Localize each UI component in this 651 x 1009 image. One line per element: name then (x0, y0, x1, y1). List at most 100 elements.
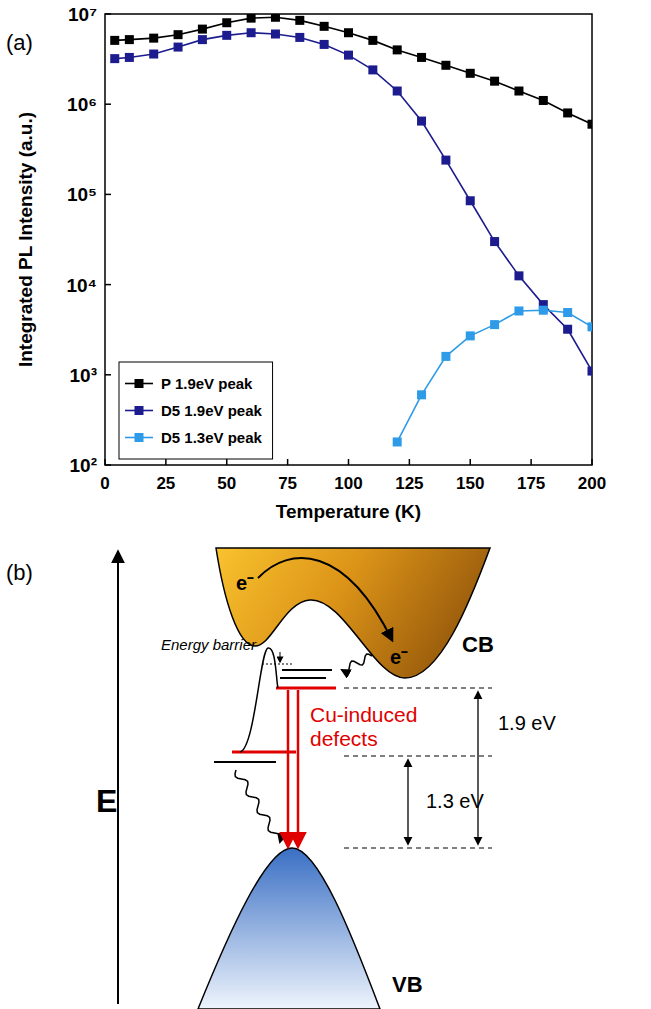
marker (174, 43, 183, 52)
marker (125, 35, 134, 44)
marker (490, 77, 499, 86)
marker (563, 108, 572, 117)
y-tick (105, 374, 111, 376)
marker (344, 51, 353, 60)
marker (588, 322, 593, 331)
energy-arrow (407, 760, 408, 844)
x-tick (470, 459, 472, 465)
marker (539, 306, 548, 315)
marker (539, 96, 548, 105)
transition-label: 1.9 eV (498, 712, 556, 734)
electron: e⁻ (236, 572, 254, 594)
marker (174, 30, 183, 39)
marker (466, 69, 475, 78)
marker (344, 28, 353, 37)
marker (222, 31, 231, 40)
marker (320, 40, 329, 49)
marker (247, 14, 256, 23)
marker (417, 117, 426, 126)
barrier-label: Energy barrier (161, 636, 257, 653)
marker (514, 271, 523, 280)
y-tick-label: 10⁵ (67, 184, 97, 205)
marker (466, 331, 475, 340)
marker (110, 54, 119, 63)
marker (271, 14, 280, 22)
x-tick-label: 0 (100, 474, 109, 493)
marker (514, 87, 523, 96)
x-tick-label: 25 (156, 474, 175, 493)
y-tick (105, 284, 111, 286)
marker (417, 53, 426, 62)
energy-axis (117, 552, 119, 1004)
x-tick-label: 75 (278, 474, 297, 493)
marker (149, 34, 158, 43)
x-tick (348, 459, 350, 465)
energy-barrier (240, 648, 278, 752)
marker (588, 367, 593, 376)
legend-label: D5 1.9eV peak (161, 402, 263, 419)
panel-label: (b) (6, 560, 33, 585)
marker (149, 50, 158, 59)
axis-label: E (96, 783, 117, 819)
marker (441, 352, 450, 361)
x-tick-label: 150 (456, 474, 484, 493)
x-tick (530, 459, 532, 465)
reference-line (344, 848, 492, 849)
marker (295, 33, 304, 42)
marker (198, 25, 207, 34)
legend-label: P 1.9eV peak (161, 375, 253, 392)
y-tick-label: 10³ (70, 365, 97, 386)
marker (588, 120, 593, 129)
defects-label-line: defects (310, 727, 378, 750)
legend-label: D5 1.3eV peak (161, 429, 263, 446)
marker (441, 156, 450, 165)
x-tick (287, 459, 289, 465)
figure: (a)025507510012515017520010²10³10⁴10⁵10⁶… (0, 0, 651, 1009)
emission-arrow (297, 690, 300, 846)
x-tick-label: 125 (395, 474, 423, 493)
marker (393, 87, 402, 96)
x-tick-label: 100 (334, 474, 362, 493)
y-axis-title: Integrated PL Intensity (a.u.) (15, 112, 36, 367)
series-line (115, 17, 592, 124)
marker (490, 320, 499, 329)
relaxation-arrow (342, 654, 372, 672)
marker (490, 237, 499, 246)
marker (393, 45, 402, 54)
marker (222, 18, 231, 27)
transfer-arrow (258, 558, 392, 640)
marker (563, 325, 572, 334)
marker (247, 28, 256, 37)
defects-label-line: Cu-induced (310, 703, 417, 726)
marker (368, 36, 377, 45)
band-label: CB (462, 632, 494, 657)
y-tick-label: 10² (70, 455, 97, 476)
marker (563, 308, 572, 317)
transition-label: 1.3 eV (426, 790, 484, 812)
relaxation-arrow (235, 770, 281, 842)
conduction-band (216, 548, 490, 678)
defect-level (282, 669, 332, 671)
x-tick (409, 459, 411, 465)
marker (393, 437, 402, 446)
x-tick (165, 459, 167, 465)
series-line (115, 33, 592, 371)
diagram: (b) E CB e⁻ e⁻ VB Energy barrier Cu-induceddefe… (6, 548, 556, 1009)
energy-arrow (477, 692, 478, 844)
y-tick-label: 10⁴ (66, 275, 97, 296)
axes: 025507510012515017520010²10³10⁴10⁵10⁶10⁷… (15, 4, 606, 522)
legend-marker (135, 406, 144, 415)
band-label: VB (392, 972, 423, 997)
defect-level (280, 677, 326, 679)
plot-frame (105, 14, 592, 465)
valence-band (198, 848, 380, 1009)
y-tick-label: 10⁷ (68, 4, 97, 25)
marker (441, 61, 450, 70)
legend-box (119, 362, 273, 459)
defects-label: Cu-induceddefects (310, 703, 417, 750)
marker (320, 22, 329, 31)
marker (514, 306, 523, 315)
electron: e⁻ (390, 646, 408, 668)
marker (368, 65, 377, 74)
reference-line (344, 756, 492, 757)
